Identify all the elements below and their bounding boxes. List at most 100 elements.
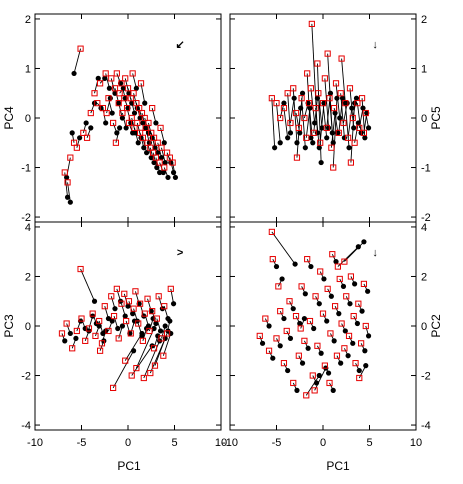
black-point — [310, 140, 316, 146]
black-point — [149, 135, 155, 141]
pair-line — [335, 83, 341, 119]
black-point — [122, 313, 128, 319]
y-tick-label: -2 — [421, 371, 431, 383]
red-square-point — [358, 340, 365, 347]
black-point — [354, 320, 361, 327]
red-square-point — [163, 149, 171, 156]
black-point — [339, 95, 346, 101]
black-point — [279, 276, 285, 282]
red-square-point — [311, 387, 318, 394]
red-square-point — [130, 305, 137, 312]
data-layer — [268, 20, 372, 171]
red-square-point — [292, 109, 300, 117]
black-point — [77, 135, 83, 141]
red-square-point — [268, 95, 275, 102]
red-square-point — [139, 134, 146, 141]
red-square-point — [110, 119, 117, 127]
pair-line — [347, 108, 353, 138]
red-square-point — [275, 283, 282, 290]
red-square-point — [116, 90, 123, 97]
black-point — [71, 70, 77, 77]
red-square-point — [341, 345, 348, 352]
black-point — [330, 140, 336, 146]
black-point — [314, 95, 321, 101]
black-point — [299, 90, 306, 96]
black-point — [277, 343, 283, 349]
black-point — [140, 120, 146, 126]
black-point — [73, 335, 79, 341]
red-square-point — [108, 75, 115, 82]
red-square-point — [123, 317, 130, 325]
black-point — [285, 367, 291, 374]
red-square-point — [58, 330, 66, 337]
red-square-point — [331, 303, 339, 310]
black-point — [314, 130, 321, 136]
black-point — [154, 164, 160, 171]
black-point — [157, 328, 164, 334]
y-tick-label: 2 — [421, 271, 427, 283]
red-square-point — [125, 298, 133, 305]
black-point — [356, 367, 362, 374]
red-square-point — [141, 310, 148, 317]
black-point — [143, 125, 149, 131]
black-point — [341, 135, 347, 141]
red-square-point — [262, 315, 269, 322]
red-square-point — [295, 124, 302, 132]
black-point — [285, 135, 291, 141]
y-tick-label: -1 — [421, 163, 431, 175]
red-square-point — [118, 300, 125, 307]
red-square-point — [96, 317, 103, 325]
black-point — [259, 340, 266, 346]
black-point — [301, 315, 307, 322]
red-square-point — [105, 95, 112, 102]
black-point — [332, 110, 338, 116]
red-square-point — [336, 275, 343, 283]
pair-line — [67, 182, 71, 203]
red-square-point — [297, 325, 304, 332]
red-square-point — [157, 124, 164, 132]
red-square-point — [130, 90, 137, 97]
red-square-point — [305, 100, 313, 107]
pair-line — [315, 108, 320, 148]
red-square-point — [158, 335, 165, 342]
red-square-point — [327, 330, 334, 337]
red-square-point — [298, 283, 305, 290]
red-square-point — [119, 109, 126, 117]
red-square-point — [265, 347, 273, 354]
pair-line — [314, 367, 327, 391]
y-tick-label: 2 — [25, 14, 31, 26]
red-square-point — [347, 273, 354, 280]
red-square-point — [132, 288, 139, 295]
red-square-point — [284, 90, 291, 97]
x-tick-label: 0 — [320, 437, 326, 449]
black-point — [132, 130, 139, 136]
red-square-point — [319, 100, 327, 107]
black-point — [318, 159, 324, 166]
red-square-point — [317, 139, 324, 146]
x-tick-label: 10 — [215, 437, 227, 449]
black-point — [297, 320, 303, 327]
red-square-point — [356, 374, 363, 382]
black-point — [119, 115, 126, 121]
black-point — [292, 261, 298, 267]
red-square-point — [128, 114, 135, 122]
red-square-point — [307, 85, 315, 92]
black-point — [270, 355, 276, 361]
red-square-point — [154, 139, 161, 146]
red-square-point — [108, 293, 115, 300]
red-square-point — [150, 345, 158, 352]
black-point — [130, 348, 137, 354]
black-point — [352, 281, 358, 287]
pair-line — [343, 103, 348, 124]
black-point — [129, 100, 135, 106]
red-square-point — [331, 104, 338, 112]
red-square-point — [91, 90, 98, 97]
red-square-point — [147, 369, 154, 377]
black-point — [299, 360, 306, 366]
black-point — [287, 130, 294, 136]
black-point — [325, 125, 332, 131]
black-point — [353, 95, 360, 101]
red-square-point — [321, 75, 328, 82]
red-square-point — [105, 327, 112, 335]
data-layer — [61, 45, 179, 205]
